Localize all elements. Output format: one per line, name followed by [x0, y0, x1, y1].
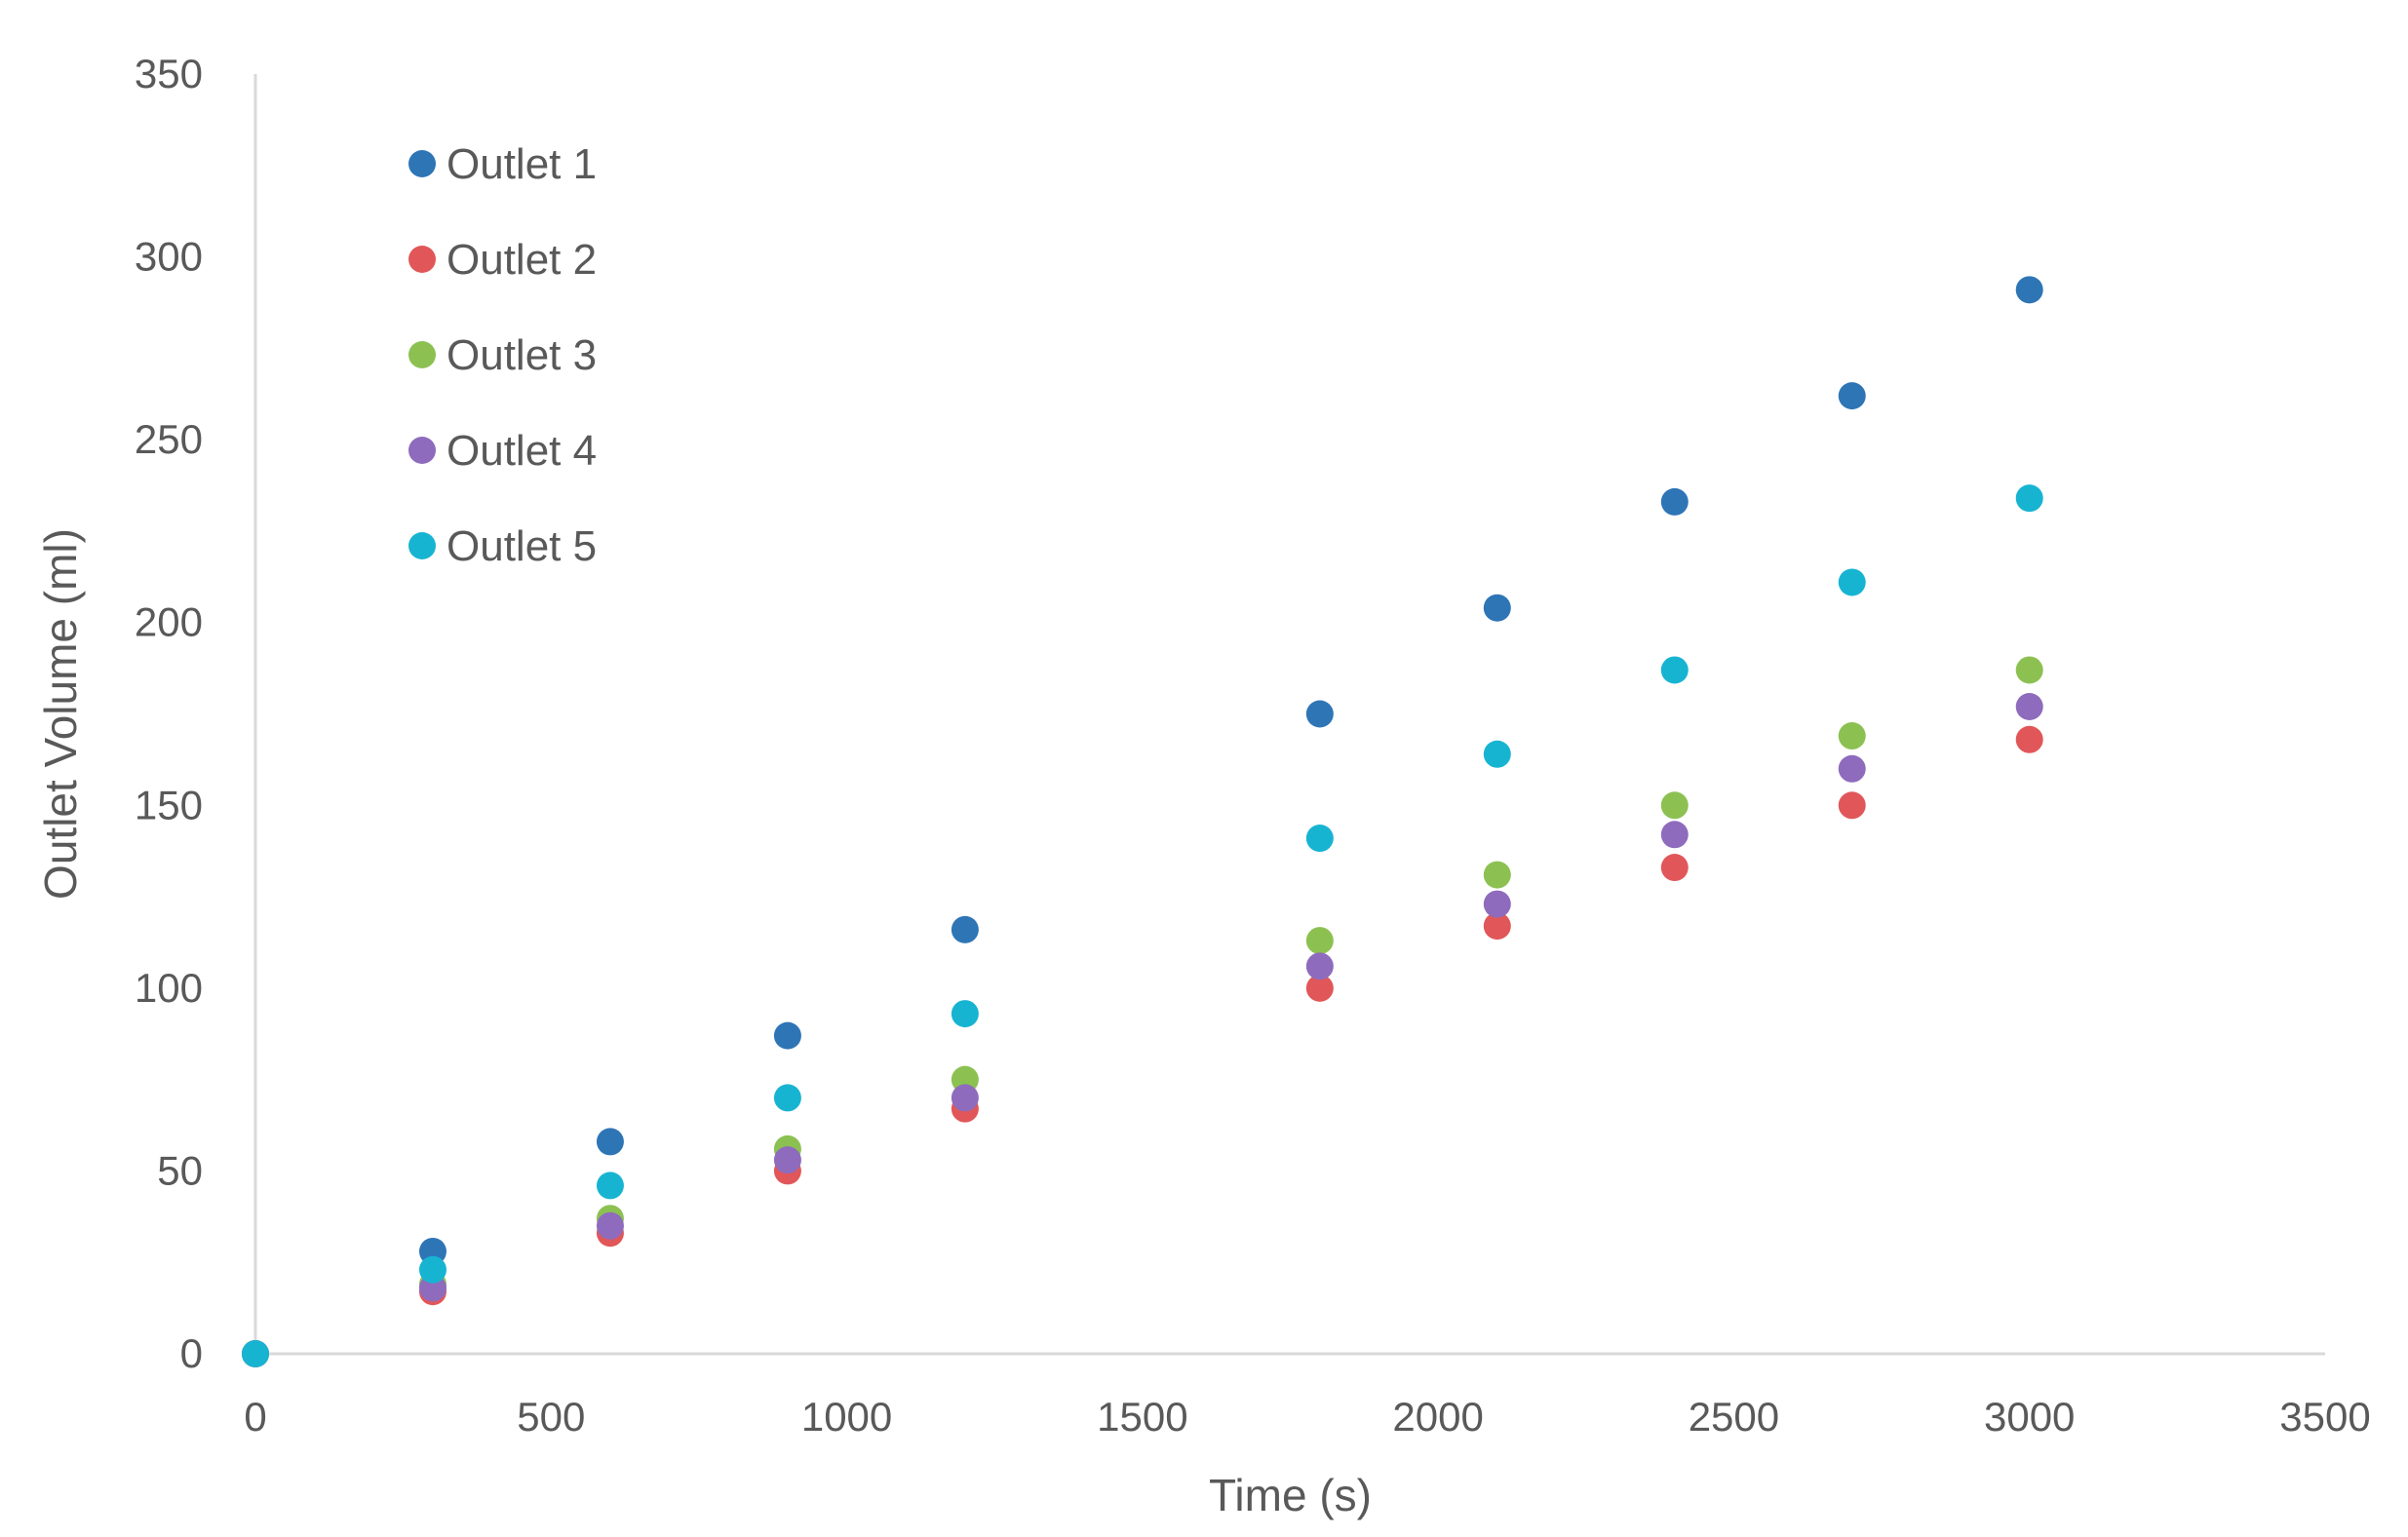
data-point — [1838, 382, 1866, 410]
data-point — [1660, 656, 1689, 684]
legend-marker — [408, 246, 436, 273]
legend-item: Outlet 3 — [408, 331, 597, 379]
data-point — [1305, 927, 1334, 955]
data-point — [1838, 791, 1866, 820]
y-tick-label: 200 — [135, 599, 203, 645]
axes — [253, 74, 2325, 1356]
data-point — [596, 1211, 624, 1240]
x-tick-label: 3000 — [1984, 1394, 2075, 1440]
data-point — [1305, 974, 1334, 1002]
data-point — [1838, 568, 1866, 596]
data-point — [2015, 276, 2043, 304]
y-tick-label: 100 — [135, 965, 203, 1011]
data-point — [1305, 700, 1334, 728]
legend-label: Outlet 4 — [447, 427, 597, 475]
data-point — [2015, 725, 2043, 753]
series-4 — [242, 692, 2043, 1367]
data-points — [242, 276, 2043, 1367]
x-tick-label: 2500 — [1689, 1394, 1779, 1440]
y-tick-label: 150 — [135, 782, 203, 827]
data-point — [2015, 484, 2043, 513]
data-point — [1305, 952, 1334, 980]
legend-marker — [408, 532, 436, 559]
data-point — [773, 1084, 801, 1112]
data-point — [242, 1340, 269, 1367]
data-point — [951, 1084, 979, 1112]
data-point — [951, 1000, 979, 1028]
legend-label: Outlet 2 — [447, 236, 597, 284]
y-axis-title: Outlet Volume (ml) — [35, 528, 86, 900]
legend-item: Outlet 4 — [408, 427, 597, 475]
legend-item: Outlet 2 — [408, 236, 597, 284]
data-point — [1838, 722, 1866, 750]
data-point — [1483, 912, 1511, 941]
data-point — [1660, 854, 1689, 882]
x-tick-label: 2000 — [1392, 1394, 1483, 1440]
series-5 — [242, 484, 2043, 1367]
data-point — [1660, 791, 1689, 820]
x-tick-label: 0 — [244, 1394, 266, 1440]
legend-item: Outlet 5 — [408, 522, 597, 570]
series-3 — [242, 656, 2043, 1367]
legend-marker — [408, 437, 436, 464]
legend: Outlet 1 Outlet 2 Outlet 3 Outlet 4 Outlet 5 — [408, 140, 597, 570]
series-2 — [242, 725, 2043, 1367]
legend-item: Outlet 1 — [408, 140, 597, 188]
legend-label: Outlet 5 — [447, 522, 597, 570]
data-point — [1483, 890, 1511, 918]
data-point — [773, 1021, 801, 1050]
data-point — [2015, 692, 2043, 720]
data-point — [1483, 740, 1511, 768]
data-point — [1660, 821, 1689, 849]
legend-label: Outlet 1 — [447, 140, 597, 188]
data-point — [1660, 487, 1689, 516]
x-tick-label: 1500 — [1097, 1394, 1187, 1440]
data-point — [418, 1255, 447, 1284]
data-point — [1305, 825, 1334, 853]
x-tick-label: 1000 — [801, 1394, 892, 1440]
data-point — [773, 1146, 801, 1174]
y-tick-label: 250 — [135, 416, 203, 462]
data-point — [951, 915, 979, 943]
x-tick-label: 3500 — [2279, 1394, 2370, 1440]
legend-marker — [408, 341, 436, 368]
y-tick-label: 350 — [135, 51, 203, 96]
legend-label: Outlet 3 — [447, 331, 597, 379]
x-axis-title: Time (s) — [1209, 1470, 1372, 1520]
data-point — [596, 1172, 624, 1200]
data-point — [1483, 594, 1511, 622]
data-point — [1483, 861, 1511, 889]
data-point — [1838, 754, 1866, 783]
y-tick-labels: 0 50 100 150 200 250 300 350 — [135, 51, 203, 1376]
y-tick-label: 300 — [135, 234, 203, 280]
x-tick-labels: 0 500 1000 1500 2000 2500 3000 3500 — [244, 1394, 2370, 1440]
y-tick-label: 50 — [157, 1147, 203, 1193]
data-point — [596, 1128, 624, 1156]
x-tick-label: 500 — [517, 1394, 585, 1440]
data-point — [2015, 656, 2043, 684]
y-tick-label: 0 — [180, 1330, 203, 1376]
legend-marker — [408, 150, 436, 177]
